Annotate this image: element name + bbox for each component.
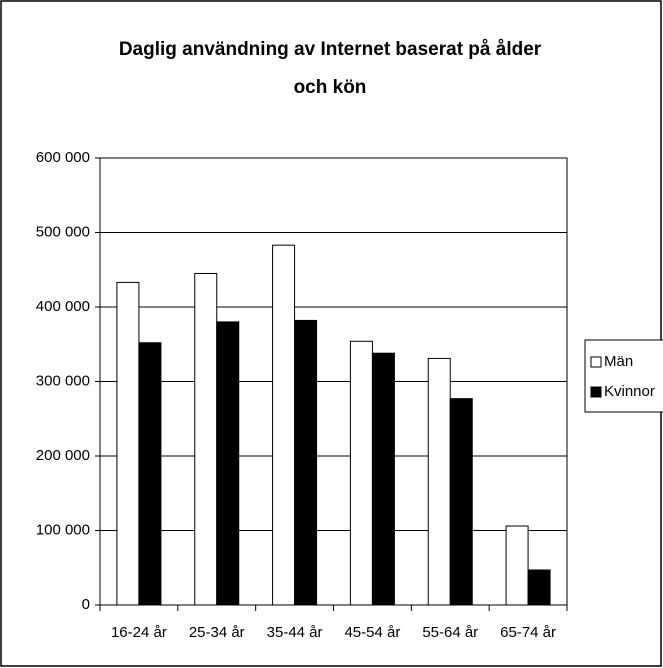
y-tick-label: 600 000 (36, 149, 90, 166)
legend-label: Kvinnor (604, 383, 655, 400)
bar (449, 398, 473, 606)
bar (505, 525, 529, 606)
x-tick-label: 55-64 år (422, 624, 478, 641)
bar (216, 321, 240, 606)
bar (427, 357, 451, 606)
bar (116, 281, 140, 606)
y-tick-label: 400 000 (36, 298, 90, 315)
bar (527, 569, 551, 606)
bar (194, 272, 218, 606)
legend-swatch (590, 356, 602, 368)
y-tick-label: 0 (82, 596, 90, 613)
x-tick-label: 35-44 år (267, 624, 323, 641)
bar (138, 342, 162, 606)
bar (371, 352, 395, 606)
x-tick-label: 25-34 år (189, 624, 245, 641)
chart-title: och kön (294, 77, 367, 98)
bar (272, 244, 296, 606)
legend-label: Män (604, 353, 633, 370)
chart-title: Daglig användning av Internet baserat på… (119, 39, 542, 60)
x-tick-label: 65-74 år (500, 624, 556, 641)
bar (294, 319, 318, 606)
legend-box (584, 339, 663, 413)
bar (349, 340, 373, 606)
y-tick-label: 300 000 (36, 372, 90, 389)
y-tick-label: 200 000 (36, 447, 90, 464)
x-tick-label: 16-24 år (111, 624, 167, 641)
x-tick-label: 45-54 år (344, 624, 400, 641)
y-tick-label: 100 000 (36, 521, 90, 538)
y-tick-label: 500 000 (36, 223, 90, 240)
legend-swatch (590, 386, 602, 398)
